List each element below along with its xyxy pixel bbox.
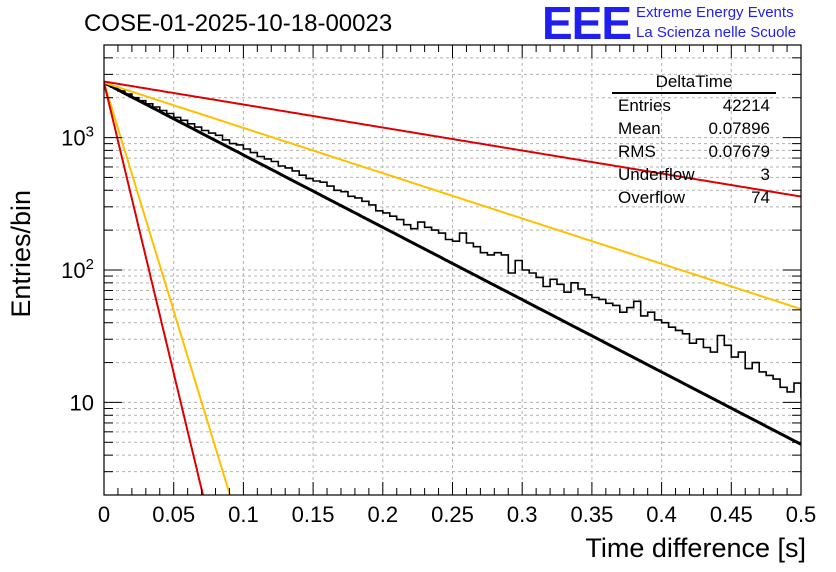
x-tick-label: 0.45 [710,502,753,527]
stats-label: Mean [618,119,661,138]
stats-value: 74 [751,188,770,207]
x-tick-label: 0.25 [431,502,474,527]
stats-row-rms: RMS 0.07679 [612,140,776,163]
x-tick-label: 0.4 [646,502,677,527]
logo-line-2: La Scienza nelle Scuole [636,24,797,41]
y-tick-label: 103 [61,124,94,151]
eee-logo: EEE [542,0,632,49]
x-tick-label: 0.1 [228,502,259,527]
y-tick-label: 10 [70,390,94,415]
curve-red-fast [104,82,204,495]
curve-yellow-fast [104,82,232,495]
chart-title: COSE-01-2025-10-18-00023 [84,10,393,37]
histogram-deltatime [104,84,801,398]
stats-box: DeltaTime Entries 42214 Mean 0.07896 RMS… [612,72,776,209]
stats-value: 0.07896 [708,119,770,138]
stats-label: RMS [618,142,656,161]
stats-row-mean: Mean 0.07896 [612,117,776,140]
x-tick-label: 0.5 [786,502,817,527]
x-tick-label: 0.05 [152,502,195,527]
stats-value: 3 [760,165,770,184]
x-tick-label: 0.2 [368,502,399,527]
x-tick-label: 0 [98,502,110,527]
x-tick-label: 0.15 [292,502,335,527]
stats-row-underflow: Underflow 3 [612,163,776,186]
stats-title: DeltaTime [612,72,776,94]
stats-label: Overflow [618,188,686,207]
stats-row-entries: Entries 42214 [612,94,776,117]
stats-value: 42214 [722,96,770,115]
x-tick-label: 0.3 [507,502,538,527]
stats-row-overflow: Overflow 74 [612,186,776,209]
stats-label: Entries [618,96,671,115]
logo-line-1: Extreme Energy Events [636,4,794,21]
y-axis-label: Entries/bin [6,190,36,318]
curve-yellow-slow [104,81,801,310]
stats-label: Underflow [618,165,695,184]
stats-value: 0.07679 [708,142,770,161]
x-axis-label: Time difference [s] [585,533,806,563]
curve-fit [104,81,801,446]
y-tick-label: 102 [61,256,94,283]
curve-red-slow [104,80,801,198]
x-tick-label: 0.35 [570,502,613,527]
